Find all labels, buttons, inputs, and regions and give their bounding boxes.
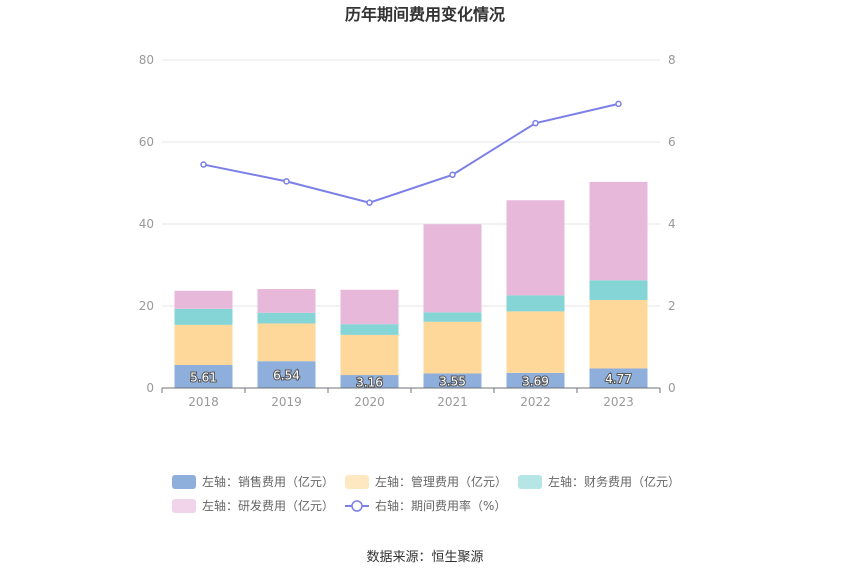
line-point[interactable]	[366, 199, 373, 206]
legend-label: 右轴：期间费用率（%）	[375, 498, 506, 513]
legend-swatch	[518, 475, 542, 489]
bar-data-label: 3.16	[356, 376, 383, 390]
bar-segment[interactable]	[174, 308, 233, 325]
bar-data-label: 4.77	[605, 372, 632, 386]
left-tick-label: 60	[139, 135, 154, 149]
legend-label: 左轴：研发费用（亿元）	[202, 498, 334, 513]
bar-segment[interactable]	[423, 312, 482, 322]
legend-label: 左轴：管理费用（亿元）	[375, 474, 507, 489]
bar-segment[interactable]	[506, 295, 565, 312]
legend-swatch	[172, 499, 196, 513]
right-tick-label: 2	[668, 299, 676, 313]
right-tick-label: 4	[668, 217, 676, 231]
bar-data-label: 3.55	[439, 375, 466, 389]
bar-segment[interactable]	[257, 323, 316, 362]
legend-item[interactable]: 左轴：管理费用（亿元）	[345, 474, 507, 489]
left-tick-label: 20	[139, 299, 154, 313]
bar-segment[interactable]	[589, 368, 648, 388]
bar-segment[interactable]	[340, 375, 399, 388]
bar-segment[interactable]	[257, 361, 316, 388]
legend-item[interactable]: 左轴：研发费用（亿元）	[172, 498, 334, 513]
x-tick-label: 2022	[520, 395, 551, 409]
left-axis: 0 20 40 60 80	[139, 53, 154, 395]
bar-segment[interactable]	[340, 324, 399, 335]
bar-segment[interactable]	[423, 224, 482, 313]
line-point[interactable]	[449, 171, 456, 179]
legend[interactable]: 左轴：销售费用（亿元） 左轴：管理费用（亿元） 左轴：财务费用（亿元） 左轴：研发费用…	[172, 474, 680, 513]
bar-segment[interactable]	[506, 200, 565, 296]
legend-item[interactable]: 右轴：期间费用率（%）	[345, 498, 506, 513]
x-tick-label: 2023	[603, 395, 634, 409]
bar-segment[interactable]	[423, 321, 482, 374]
x-tick-label: 2020	[354, 395, 385, 409]
bar-segment[interactable]	[174, 290, 233, 309]
left-tick-label: 80	[139, 53, 154, 67]
x-tick-label: 2019	[271, 395, 302, 409]
bar-segment[interactable]	[340, 334, 399, 376]
bar-segment[interactable]	[589, 280, 648, 300]
bar-segment[interactable]	[589, 299, 648, 369]
left-tick-label: 0	[146, 381, 154, 395]
right-tick-label: 6	[668, 135, 676, 149]
right-tick-label: 0	[668, 381, 676, 395]
bar-segment[interactable]	[423, 373, 482, 388]
bar-segment[interactable]	[506, 311, 565, 373]
x-axis: 2018 2019 2020 2021 2022 2023	[161, 387, 661, 409]
legend-swatch	[172, 475, 196, 489]
legend-label: 左轴：财务费用（亿元）	[548, 474, 680, 489]
bar-segment[interactable]	[257, 289, 316, 313]
bar-segment[interactable]	[589, 181, 648, 281]
legend-item[interactable]: 左轴：财务费用（亿元）	[518, 474, 680, 489]
legend-swatch	[345, 475, 369, 489]
right-axis: 0 2 4 6 8	[668, 53, 676, 395]
bar-segment[interactable]	[506, 372, 565, 388]
legend-marker	[351, 500, 363, 512]
bar-segment[interactable]	[174, 324, 233, 365]
bar-segment[interactable]	[257, 312, 316, 324]
line-point[interactable]	[283, 178, 290, 185]
line-path	[203, 102, 619, 204]
x-tick-label: 2021	[437, 395, 468, 409]
gridlines	[162, 59, 660, 307]
right-tick-label: 8	[668, 53, 676, 67]
line-point[interactable]	[200, 161, 207, 168]
line-point[interactable]	[615, 100, 622, 108]
chart-title: 历年期间费用变化情况	[345, 5, 505, 24]
legend-item[interactable]: 左轴：销售费用（亿元）	[172, 474, 334, 489]
line-point[interactable]	[532, 119, 539, 127]
legend-label: 左轴：销售费用（亿元）	[202, 474, 334, 489]
bar-data-label: 5.61	[190, 370, 217, 384]
bar-segment[interactable]	[174, 364, 233, 388]
bar-segment[interactable]	[340, 289, 399, 325]
bar-series: 5.61 6.54 3.16 3.55 3.69 4.77	[174, 181, 648, 391]
source-label: 数据来源：恒生聚源	[366, 550, 483, 565]
x-tick-label: 2018	[188, 395, 219, 409]
bar-data-label: 3.69	[522, 374, 549, 388]
line-series	[200, 100, 622, 206]
bar-data-label: 6.54	[273, 369, 300, 383]
left-tick-label: 40	[139, 217, 154, 231]
